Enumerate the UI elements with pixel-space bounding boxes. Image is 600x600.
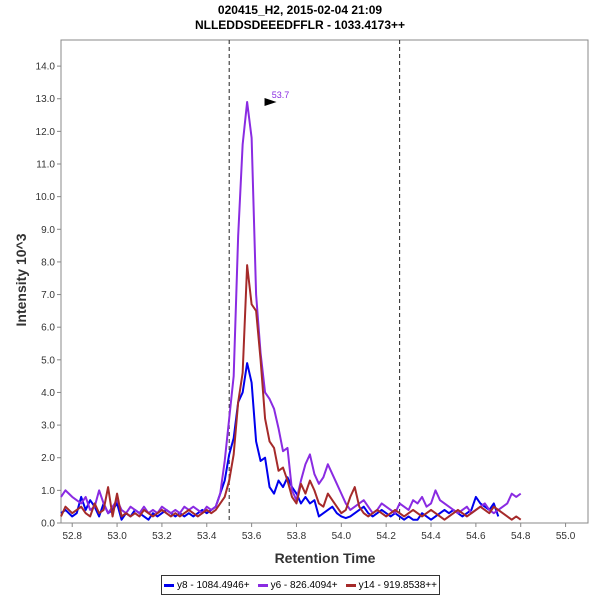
y-tick-label: 1.0 [41, 486, 55, 497]
x-tick-label: 54.8 [511, 531, 531, 542]
chart-subtitle: NLLEDDSDEEEDFFLR - 1033.4173++ [194, 18, 406, 32]
y-axis: 0.0 1.0 2.0 3.0 4.0 5.0 6.0 7.0 8.0 9.0 10.0 11.0 12… [36, 62, 61, 530]
legend-swatch [164, 583, 175, 587]
legend-label: y14 - 919.8538++ [358, 579, 437, 591]
legend-swatch [257, 583, 268, 587]
x-tick-label: 53.4 [197, 531, 217, 542]
y-tick-label: 8.0 [41, 257, 55, 268]
peak-boundaries [228, 40, 401, 523]
legend: y8 - 1084.4946+ y6 - 826.4094+ y14 - 919.8… [161, 575, 440, 595]
plot-area [60, 39, 589, 524]
y-tick-label: 12.0 [36, 127, 56, 138]
x-tick-label: 54.6 [466, 531, 486, 542]
series-line [60, 101, 522, 515]
y-tick-label: 4.0 [41, 388, 55, 399]
x-axis: 52.8 53.0 53.2 53.4 53.6 53.8 54.0 54.2 54.4 54.6… [62, 523, 576, 542]
y-tick-label: 2.0 [41, 453, 55, 464]
x-tick-label: 52.8 [62, 531, 82, 542]
y-tick-label: 3.0 [41, 421, 55, 432]
y-tick-label: 6.0 [41, 323, 55, 334]
y-axis-title: Intensity 10^3 [13, 233, 29, 326]
y-tick-label: 9.0 [41, 225, 55, 236]
y-tick-label: 5.0 [41, 355, 55, 366]
y-tick-label: 13.0 [36, 94, 56, 105]
series-line [60, 264, 522, 521]
chart-title: 020415_H2, 2015-02-04 21:09 [217, 3, 383, 17]
x-tick-label: 54.0 [332, 531, 352, 542]
legend-item: y14 - 919.8538++ [345, 579, 437, 591]
x-tick-label: 53.0 [107, 531, 127, 542]
y-tick-label: 7.0 [41, 290, 55, 301]
x-tick-label: 54.2 [376, 531, 396, 542]
y-tick-label: 10.0 [36, 192, 56, 203]
series-layer [60, 101, 522, 521]
legend-item: y8 - 1084.4946+ [164, 580, 250, 591]
x-tick-label: 55.0 [556, 531, 576, 542]
x-tick-label: 53.6 [242, 531, 262, 542]
legend-swatch [345, 583, 356, 587]
legend-item: y6 - 826.4094+ [257, 579, 338, 591]
y-tick-label: 11.0 [36, 160, 55, 171]
y-tick-label: 0.0 [41, 519, 55, 530]
x-tick-label: 53.8 [287, 531, 307, 542]
legend-label: y6 - 826.4094+ [270, 579, 338, 591]
peak-label: 53.7 [272, 90, 290, 100]
legend-label: y8 - 1084.4946+ [177, 579, 250, 591]
peak-annotation: 53.7 [264, 90, 290, 107]
x-tick-label: 54.4 [421, 531, 441, 542]
x-axis-title: Retention Time [275, 550, 376, 566]
x-tick-label: 53.2 [152, 531, 172, 542]
peak-arrow-icon [264, 98, 277, 107]
y-tick-label: 14.0 [36, 62, 56, 73]
